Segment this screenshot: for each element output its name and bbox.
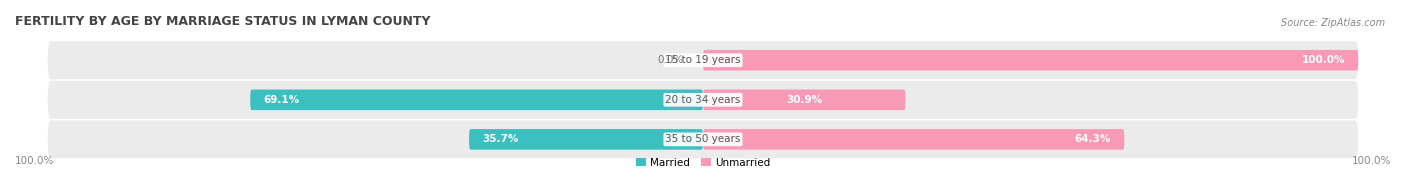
Text: 15 to 19 years: 15 to 19 years (665, 55, 741, 65)
Text: 100.0%: 100.0% (15, 156, 55, 166)
Text: 30.9%: 30.9% (786, 95, 823, 105)
Text: 100.0%: 100.0% (1351, 156, 1391, 166)
Text: 69.1%: 69.1% (263, 95, 299, 105)
FancyBboxPatch shape (470, 129, 703, 150)
Text: 0.0%: 0.0% (657, 55, 683, 65)
Text: 35 to 50 years: 35 to 50 years (665, 134, 741, 144)
Text: 20 to 34 years: 20 to 34 years (665, 95, 741, 105)
FancyBboxPatch shape (703, 90, 905, 110)
FancyBboxPatch shape (703, 129, 1125, 150)
FancyBboxPatch shape (48, 81, 1358, 119)
Text: 35.7%: 35.7% (482, 134, 519, 144)
FancyBboxPatch shape (703, 50, 1358, 71)
FancyBboxPatch shape (48, 120, 1358, 158)
Legend: Married, Unmarried: Married, Unmarried (631, 153, 775, 172)
Text: FERTILITY BY AGE BY MARRIAGE STATUS IN LYMAN COUNTY: FERTILITY BY AGE BY MARRIAGE STATUS IN L… (15, 15, 430, 28)
FancyBboxPatch shape (48, 41, 1358, 79)
Text: Source: ZipAtlas.com: Source: ZipAtlas.com (1281, 18, 1385, 28)
Text: 100.0%: 100.0% (1302, 55, 1346, 65)
Text: 64.3%: 64.3% (1074, 134, 1111, 144)
FancyBboxPatch shape (250, 90, 703, 110)
